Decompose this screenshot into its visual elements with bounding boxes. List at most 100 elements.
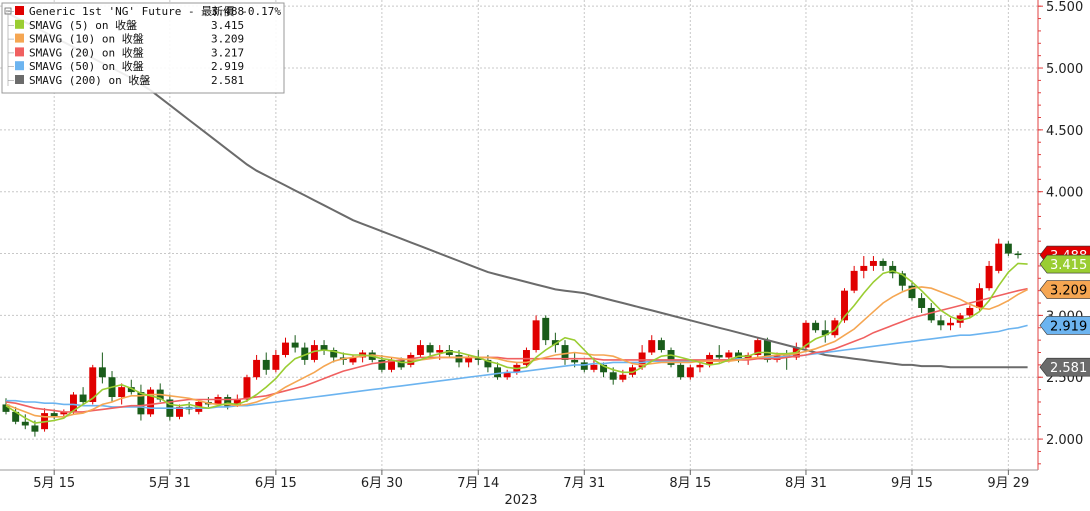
candle-body <box>879 260 887 266</box>
value-tag-box <box>1039 280 1090 299</box>
candle <box>947 317 955 331</box>
candle <box>147 387 155 417</box>
legend-series-value: 2.581 <box>211 74 244 87</box>
candle-body <box>542 317 550 341</box>
candle-body <box>715 354 723 358</box>
candle-body <box>629 367 636 375</box>
candle <box>1014 251 1022 259</box>
candle-body <box>21 421 29 426</box>
candle <box>532 315 540 353</box>
candle-body <box>947 322 955 326</box>
legend-series-name: SMAVG (10) on 收盤 <box>29 32 144 46</box>
value-tag-box <box>1039 357 1090 377</box>
candle-body <box>619 374 627 380</box>
candle-body <box>860 265 868 271</box>
candle-body <box>349 357 357 363</box>
candle <box>301 342 309 365</box>
candle-body <box>31 425 39 432</box>
legend-swatch <box>15 61 24 71</box>
ma50-line <box>6 324 1028 410</box>
legend-series-name: SMAVG (50) on 收盤 <box>29 59 144 73</box>
candle-body <box>850 270 858 291</box>
value-tag-box <box>1039 254 1090 274</box>
candle-body <box>648 340 656 353</box>
x-tick-label: 7月 31 <box>563 476 605 491</box>
legend-series-change: -0.17% <box>241 5 281 18</box>
ma200-line <box>5 11 1028 369</box>
candle-body <box>841 290 848 321</box>
candle-body <box>243 377 251 400</box>
candle-body <box>571 359 579 363</box>
candle-body <box>802 322 810 348</box>
legend-swatch <box>15 47 24 57</box>
candle-body <box>426 345 434 353</box>
candle-body <box>522 350 530 365</box>
candle <box>118 383 126 405</box>
candle-body <box>50 413 58 417</box>
candle <box>243 374 251 402</box>
x-tick-label: 8月 15 <box>669 476 711 491</box>
value-tag-box <box>1039 316 1090 335</box>
candle-body <box>455 354 463 363</box>
candle-body <box>465 357 473 363</box>
candle-body <box>89 367 97 402</box>
candle <box>12 406 20 425</box>
candle-body <box>176 406 183 417</box>
x-tick-label: 5月 31 <box>149 476 191 491</box>
legend-series-name: SMAVG (200) on 收盤 <box>29 73 150 87</box>
value-tag-text: 2.581 <box>1050 361 1087 376</box>
ma5-line <box>5 262 1028 424</box>
candle-body <box>127 387 135 393</box>
value-tag-text: 2.919 <box>1050 319 1087 334</box>
candle-body <box>551 340 559 346</box>
candle-body <box>908 285 916 299</box>
candle <box>686 364 694 380</box>
candle-body <box>590 364 598 370</box>
candle <box>21 414 29 430</box>
candle-body <box>253 359 261 378</box>
candle-body <box>821 330 829 336</box>
candle <box>416 340 424 358</box>
candle-body <box>69 394 77 412</box>
candle <box>821 320 829 343</box>
candle <box>629 364 636 378</box>
candle-body <box>397 359 405 368</box>
candle <box>677 359 685 380</box>
ma20-line <box>5 287 1028 413</box>
candle-body <box>436 350 444 353</box>
candle-body <box>754 340 762 355</box>
candle <box>908 280 916 301</box>
candle <box>503 369 511 380</box>
candle-body <box>503 372 511 378</box>
candle <box>995 238 1003 274</box>
x-tick-label: 9月 29 <box>987 476 1029 491</box>
candle-body <box>262 359 270 370</box>
candle-body <box>667 350 675 365</box>
candle-body <box>580 362 588 370</box>
candle-body <box>291 342 299 348</box>
candle <box>98 352 106 384</box>
candle <box>561 340 569 365</box>
candle-body <box>416 345 424 355</box>
candle <box>918 293 926 313</box>
candle-body <box>320 345 328 351</box>
candle-body <box>609 372 617 380</box>
candle <box>320 340 328 355</box>
x-axis-year-label: 2023 <box>504 493 537 508</box>
value-tag: 2.919 <box>1039 316 1090 335</box>
value-tag-text: 3.415 <box>1050 258 1087 273</box>
candle-body <box>937 320 945 326</box>
candle-body <box>98 367 106 378</box>
candle <box>975 283 983 311</box>
candle-body <box>956 315 964 323</box>
candle <box>176 404 183 420</box>
candle-body <box>812 322 820 331</box>
candle-body <box>725 352 733 358</box>
candle <box>330 347 338 363</box>
candle <box>985 260 993 291</box>
candle-body <box>918 298 926 308</box>
legend-swatch <box>15 75 24 84</box>
candle <box>542 315 550 346</box>
